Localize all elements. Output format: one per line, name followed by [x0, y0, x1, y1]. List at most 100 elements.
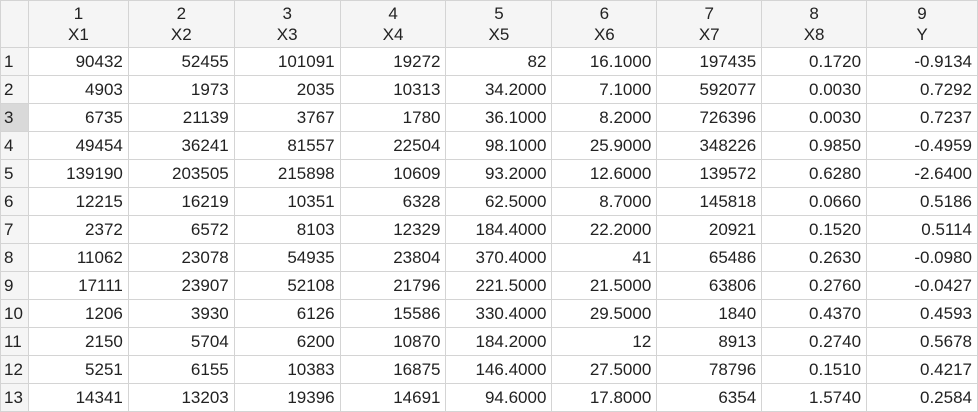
table-cell[interactable]: 63806 — [656, 271, 763, 300]
table-cell[interactable]: 7.1000 — [551, 75, 658, 104]
column-header-x7[interactable]: 7 X7 — [656, 0, 763, 48]
table-cell[interactable]: 184.2000 — [445, 327, 553, 356]
table-cell[interactable]: 6200 — [233, 327, 341, 356]
row-header[interactable]: 3 — [0, 103, 29, 132]
row-header[interactable]: 6 — [0, 187, 29, 216]
table-cell[interactable]: 6155 — [127, 355, 235, 384]
table-cell[interactable]: 10351 — [233, 187, 341, 216]
table-cell[interactable]: 139572 — [656, 159, 763, 188]
column-header-x4[interactable]: 4 X4 — [339, 0, 447, 48]
table-cell[interactable]: 17111 — [27, 271, 129, 300]
table-cell[interactable]: 592077 — [656, 75, 763, 104]
table-cell[interactable]: 52108 — [233, 271, 341, 300]
row-header[interactable]: 2 — [0, 75, 29, 104]
table-cell[interactable]: 29.5000 — [551, 299, 658, 328]
table-cell[interactable]: 62.5000 — [445, 187, 553, 216]
table-cell[interactable]: 82 — [445, 47, 553, 76]
table-cell[interactable]: 6735 — [27, 103, 129, 132]
table-cell[interactable]: 14341 — [27, 383, 129, 412]
table-cell[interactable]: 19272 — [339, 47, 447, 76]
table-cell[interactable]: 215898 — [233, 159, 341, 188]
row-header[interactable]: 10 — [0, 299, 29, 328]
table-cell[interactable]: 10313 — [339, 75, 447, 104]
table-cell[interactable]: 23907 — [127, 271, 235, 300]
table-cell[interactable]: 36241 — [127, 131, 235, 160]
table-cell[interactable]: 23078 — [127, 243, 235, 272]
table-cell[interactable]: 19396 — [233, 383, 341, 412]
table-cell[interactable]: 22.2000 — [551, 215, 658, 244]
table-cell[interactable]: 101091 — [233, 47, 341, 76]
table-cell[interactable]: 65486 — [656, 243, 763, 272]
table-cell[interactable]: 34.2000 — [445, 75, 553, 104]
table-cell[interactable]: 0.2760 — [761, 271, 868, 300]
table-cell[interactable]: 203505 — [127, 159, 235, 188]
table-cell[interactable]: 0.2584 — [866, 383, 978, 412]
table-cell[interactable]: 5251 — [27, 355, 129, 384]
table-cell[interactable]: 0.1510 — [761, 355, 868, 384]
table-cell[interactable]: 17.8000 — [551, 383, 658, 412]
table-cell[interactable]: 3767 — [233, 103, 341, 132]
table-cell[interactable]: 21139 — [127, 103, 235, 132]
table-cell[interactable]: 2150 — [27, 327, 129, 356]
table-cell[interactable]: 0.7237 — [866, 103, 978, 132]
table-cell[interactable]: -0.4959 — [866, 131, 978, 160]
row-header[interactable]: 9 — [0, 271, 29, 300]
table-cell[interactable]: 0.7292 — [866, 75, 978, 104]
table-cell[interactable]: 12 — [551, 327, 658, 356]
table-cell[interactable]: 90432 — [27, 47, 129, 76]
table-cell[interactable]: 6328 — [339, 187, 447, 216]
row-header[interactable]: 8 — [0, 243, 29, 272]
table-cell[interactable]: 221.5000 — [445, 271, 553, 300]
table-cell[interactable]: 0.5678 — [866, 327, 978, 356]
table-cell[interactable]: 94.6000 — [445, 383, 553, 412]
column-header-x2[interactable]: 2 X2 — [127, 0, 235, 48]
row-header[interactable]: 11 — [0, 327, 29, 356]
table-cell[interactable]: 0.4217 — [866, 355, 978, 384]
table-cell[interactable]: 1840 — [656, 299, 763, 328]
table-cell[interactable]: 0.1520 — [761, 215, 868, 244]
row-header[interactable]: 7 — [0, 215, 29, 244]
table-cell[interactable]: 197435 — [656, 47, 763, 76]
table-cell[interactable]: 14691 — [339, 383, 447, 412]
table-cell[interactable]: 1780 — [339, 103, 447, 132]
table-cell[interactable]: 93.2000 — [445, 159, 553, 188]
table-cell[interactable]: 726396 — [656, 103, 763, 132]
table-cell[interactable]: 22504 — [339, 131, 447, 160]
table-cell[interactable]: 6354 — [656, 383, 763, 412]
row-header[interactable]: 13 — [0, 383, 29, 412]
row-header[interactable]: 5 — [0, 159, 29, 188]
table-cell[interactable]: 0.0030 — [761, 103, 868, 132]
column-header-x1[interactable]: 1 X1 — [27, 0, 129, 48]
table-cell[interactable]: 12215 — [27, 187, 129, 216]
row-header[interactable]: 1 — [0, 47, 29, 76]
table-cell[interactable]: 330.4000 — [445, 299, 553, 328]
table-cell[interactable]: -2.6400 — [866, 159, 978, 188]
table-cell[interactable]: 13203 — [127, 383, 235, 412]
table-cell[interactable]: 3930 — [127, 299, 235, 328]
table-cell[interactable]: 10609 — [339, 159, 447, 188]
table-cell[interactable]: 15586 — [339, 299, 447, 328]
table-cell[interactable]: -0.9134 — [866, 47, 978, 76]
table-cell[interactable]: 16.1000 — [551, 47, 658, 76]
table-cell[interactable]: 41 — [551, 243, 658, 272]
table-cell[interactable]: 0.2630 — [761, 243, 868, 272]
table-cell[interactable]: 0.5114 — [866, 215, 978, 244]
table-cell[interactable]: 6572 — [127, 215, 235, 244]
table-cell[interactable]: 0.0660 — [761, 187, 868, 216]
table-cell[interactable]: 36.1000 — [445, 103, 553, 132]
table-cell[interactable]: 8913 — [656, 327, 763, 356]
column-header-x8[interactable]: 8 X8 — [761, 0, 868, 48]
table-cell[interactable]: 0.2740 — [761, 327, 868, 356]
table-cell[interactable]: -0.0980 — [866, 243, 978, 272]
table-cell[interactable]: 10870 — [339, 327, 447, 356]
table-cell[interactable]: 0.4370 — [761, 299, 868, 328]
column-header-x5[interactable]: 5 X5 — [445, 0, 553, 48]
table-cell[interactable]: 139190 — [27, 159, 129, 188]
table-cell[interactable]: 0.5186 — [866, 187, 978, 216]
table-cell[interactable]: 23804 — [339, 243, 447, 272]
table-cell[interactable]: 145818 — [656, 187, 763, 216]
table-cell[interactable]: 2035 — [233, 75, 341, 104]
column-header-x6[interactable]: 6 X6 — [551, 0, 658, 48]
table-cell[interactable]: 11062 — [27, 243, 129, 272]
